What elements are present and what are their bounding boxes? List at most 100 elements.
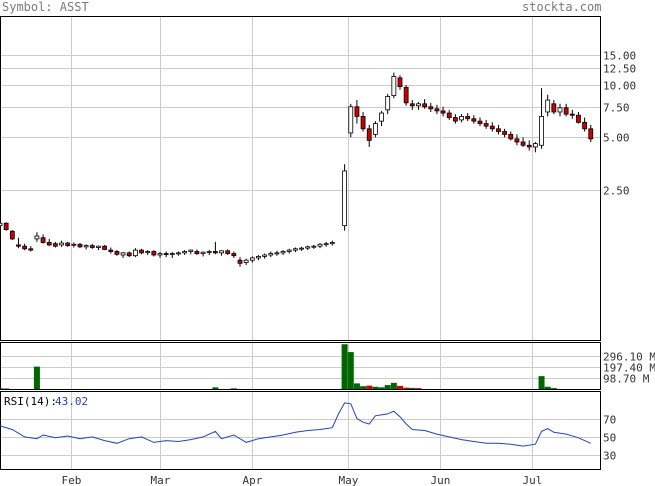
candle-body: [416, 103, 421, 107]
candle-body: [342, 170, 348, 227]
volume-bar: [372, 386, 379, 389]
x-tick-label: Jul: [523, 474, 543, 486]
rsi-value: 43.02: [55, 395, 88, 408]
volume-bar: [538, 376, 545, 389]
candle-body: [422, 103, 428, 108]
candle-body: [465, 116, 471, 120]
candle-body: [532, 143, 538, 148]
candle-body: [151, 251, 157, 256]
candle-body: [200, 251, 206, 254]
volume-bar: [409, 387, 416, 389]
candle-body: [274, 252, 280, 255]
candle-body: [40, 237, 46, 243]
volume-bar: [360, 386, 367, 389]
candle-body: [576, 114, 581, 123]
price-tick-label: 2.50: [603, 185, 630, 198]
candle-body: [483, 123, 489, 127]
candle-body: [360, 116, 366, 130]
candle-body: [157, 253, 163, 256]
volume-bar: [550, 388, 557, 389]
candle-body: [219, 250, 224, 254]
candle-body: [182, 251, 188, 254]
candle-body: [243, 259, 249, 263]
candle-body: [348, 106, 354, 134]
volume-bar: [366, 385, 373, 389]
volume-bar: [384, 385, 391, 389]
volume-bar: [341, 344, 348, 389]
volume-bar: [230, 388, 237, 389]
candle-body: [354, 106, 360, 117]
volume-bar: [544, 386, 551, 389]
candle-body: [52, 243, 58, 247]
candle-body: [502, 131, 508, 135]
candle-body: [126, 252, 132, 257]
candle-body: [569, 113, 575, 116]
price-tick-label: 7.50: [603, 102, 630, 115]
rsi-label: RSI(14):: [4, 395, 57, 408]
candle-body: [311, 245, 317, 248]
candle-body: [379, 112, 384, 122]
price-tick-label: 12.50: [603, 63, 636, 76]
x-tick-label: Jun: [431, 474, 451, 486]
candle-body: [16, 244, 21, 247]
candle-body: [83, 245, 89, 248]
price-tick-label: 15.00: [603, 50, 636, 63]
candle-body: [459, 116, 464, 121]
x-tick-label: Mar: [151, 474, 171, 486]
candle-body: [539, 116, 544, 146]
rsi-tick-label: 50: [603, 432, 616, 445]
candle-body: [471, 118, 477, 122]
rsi-panel: [0, 391, 601, 470]
candle-body: [237, 259, 243, 264]
candle-body: [403, 86, 409, 104]
candle-body: [0, 222, 3, 227]
candle-body: [163, 253, 169, 255]
candle-body: [256, 256, 261, 259]
candle-body: [231, 253, 237, 257]
candle-body: [225, 250, 231, 254]
candle-body: [292, 248, 298, 251]
candle-body: [71, 243, 77, 246]
candle-body: [557, 107, 563, 113]
volume-panel: [0, 342, 601, 390]
candle-body: [139, 249, 144, 254]
candle-body: [489, 125, 495, 130]
candle-body: [305, 246, 311, 249]
candle-body: [496, 128, 501, 132]
candle-body: [545, 99, 551, 113]
rsi-line: [0, 402, 591, 447]
price-panel: [0, 16, 601, 341]
volume-bar: [378, 387, 385, 389]
candle-body: [176, 252, 181, 255]
candle-body: [89, 245, 95, 248]
candle-body: [372, 123, 378, 135]
candle-body: [206, 251, 212, 253]
x-tick-label: Feb: [62, 474, 82, 486]
volume-tick-label: 197.40 M: [603, 362, 655, 375]
candle-body: [446, 112, 452, 118]
candle-body: [323, 243, 329, 246]
candle-body: [397, 77, 403, 88]
candle-body: [551, 103, 557, 113]
candle-body: [114, 251, 120, 255]
x-tick-label: Apr: [243, 474, 263, 486]
candle-body: [366, 128, 372, 141]
candle-body: [588, 128, 594, 140]
candle-body: [249, 257, 255, 261]
candle-body: [9, 230, 15, 240]
price-tick-label: 10.00: [603, 80, 636, 93]
candle-body: [452, 117, 458, 122]
candle-body: [434, 108, 440, 112]
candle-body: [391, 76, 397, 96]
volume-bar: [3, 388, 10, 389]
candle-body: [582, 121, 588, 130]
candle-body: [286, 249, 292, 252]
candle-body: [65, 242, 71, 246]
candle-body: [508, 133, 514, 140]
rsi-tick-label: 70: [603, 414, 616, 427]
candle-body: [145, 251, 151, 253]
volume-bar: [353, 383, 360, 389]
volume-bar: [390, 382, 397, 389]
candle-body: [34, 235, 40, 240]
